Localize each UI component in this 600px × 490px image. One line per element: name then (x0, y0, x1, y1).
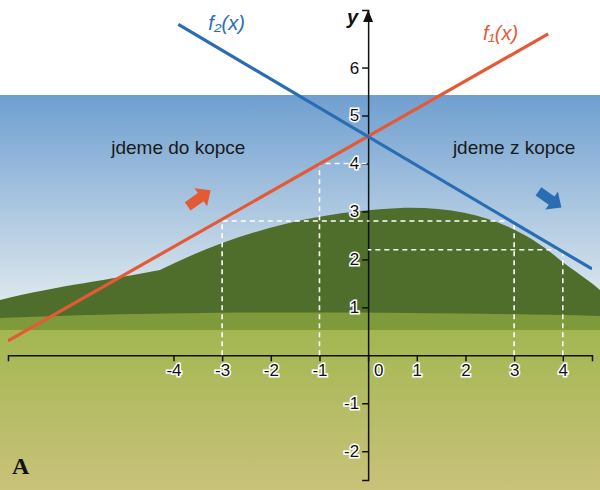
y-tick: -2 (344, 442, 368, 461)
y-tick-mark (362, 307, 368, 309)
y-tick: 1 (350, 298, 368, 317)
annotation-arrow (181, 181, 217, 215)
y-axis-line (362, 11, 369, 481)
chart: -4-3-2-101234-2-1123456yf₁(x)f₂(x)jdeme … (0, 0, 600, 490)
annotation: jdeme do kopce (110, 137, 245, 158)
x-tick: -4 (166, 355, 181, 380)
y-axis-title: y (346, 6, 359, 28)
x-tick-label: -1 (312, 361, 327, 380)
y-tick-mark (362, 451, 368, 453)
x-tick: 2 (461, 355, 470, 380)
x-tick: -2 (264, 355, 279, 380)
x-tick: 3 (510, 355, 519, 380)
y-tick-mark (362, 211, 368, 213)
y-tick-mark (362, 259, 368, 261)
annotation-arrow (532, 182, 568, 216)
y-axis: -2-1123456 (344, 11, 369, 481)
guide-line (222, 221, 368, 355)
y-tick-label: 3 (350, 202, 359, 221)
x-tick-label: -4 (166, 361, 181, 380)
x-tick-label: 0 (374, 361, 383, 380)
x-tick-label: -3 (215, 361, 230, 380)
plot-area (8, 24, 592, 355)
x-tick: -1 (312, 355, 327, 380)
x-axis-line (9, 356, 593, 362)
meadow-edge (0, 312, 600, 330)
x-tick: 1 (413, 355, 422, 380)
y-tick-label: -1 (344, 394, 359, 413)
series-label: f₂(x) (208, 12, 245, 34)
x-tick: -3 (215, 355, 230, 380)
guide-line (319, 163, 368, 355)
guide-line (368, 250, 563, 356)
y-tick-label: -2 (344, 442, 359, 461)
x-tick-label: 3 (510, 361, 519, 380)
x-axis: -4 -3 -2 -1 0 1 2 3 4 (9, 355, 593, 380)
x-tick-label: 1 (413, 361, 422, 380)
meadow (0, 318, 600, 490)
y-tick-label: 5 (350, 106, 359, 125)
panel-label: A (12, 453, 30, 479)
y-tick-label: 2 (350, 250, 359, 269)
x-tick: 4 (559, 355, 568, 380)
hill (0, 208, 600, 330)
y-tick-label: 6 (350, 58, 359, 77)
x-tick-label: 2 (461, 361, 470, 380)
page-background (0, 0, 600, 490)
annotation: jdeme z kopce (452, 137, 576, 158)
guide-line (368, 221, 514, 355)
y-tick-label: 1 (350, 298, 359, 317)
y-tick: -1 (344, 394, 368, 413)
y-axis-arrow (363, 10, 373, 22)
y-tick-mark (362, 67, 368, 69)
series-line (8, 34, 548, 341)
y-tick: 2 (350, 250, 368, 269)
series-label: f₁(x) (483, 22, 518, 44)
x-tick-label: -2 (264, 361, 279, 380)
y-tick: 5 (350, 106, 368, 125)
y-tick-mark (362, 403, 368, 405)
x-tick: 0 (369, 355, 384, 380)
y-tick: 3 (350, 202, 368, 221)
x-tick-label: 4 (559, 361, 568, 380)
y-tick: 6 (350, 58, 368, 77)
y-tick-mark (362, 115, 368, 117)
